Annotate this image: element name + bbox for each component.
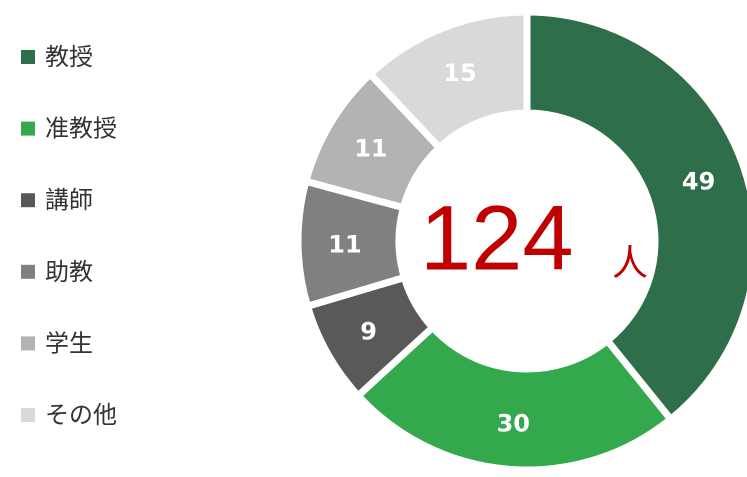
data-label: 30 (497, 409, 530, 437)
data-label: 49 (682, 167, 715, 195)
legend-label: 教授 (45, 43, 93, 71)
legend-swatch (21, 121, 35, 136)
legend-label: 講師 (45, 186, 93, 214)
center-unit: 人 (612, 243, 648, 284)
legend-label: その他 (45, 401, 117, 429)
data-label: 9 (360, 318, 377, 346)
data-label: 15 (443, 59, 476, 87)
data-label: 11 (328, 230, 361, 258)
donut-segment (365, 8, 531, 153)
legend-swatch (21, 336, 35, 351)
center-total: 124 (420, 187, 574, 289)
data-label: 11 (354, 134, 387, 162)
legend-label: 学生 (45, 329, 93, 357)
donut-segment (353, 322, 676, 474)
legend-swatch (21, 50, 35, 64)
legend-swatch (21, 264, 35, 279)
legend-label: 准教授 (45, 115, 117, 143)
legend-swatch (21, 408, 35, 422)
legend-swatch (21, 193, 35, 208)
legend-label: 助教 (45, 258, 93, 286)
donut-segment (523, 8, 747, 425)
